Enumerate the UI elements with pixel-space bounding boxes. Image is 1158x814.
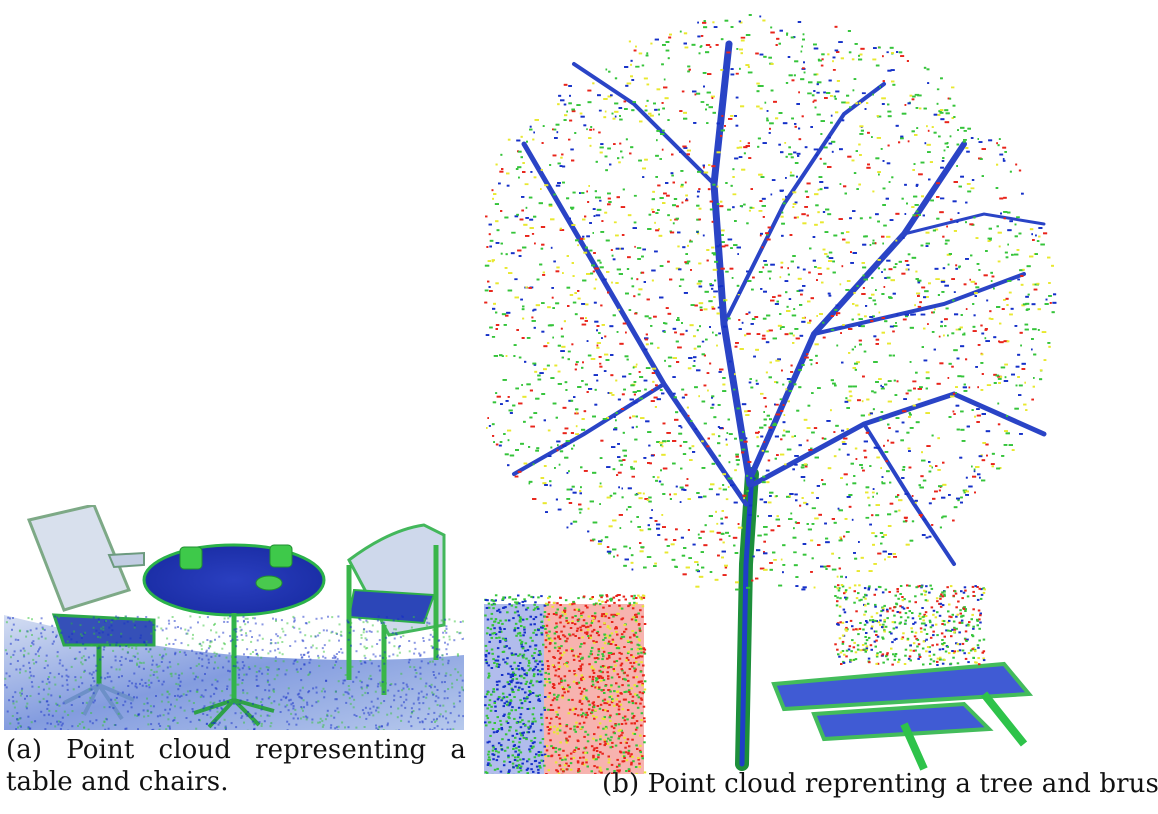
side-chair: [346, 523, 446, 695]
figure-b-tree-brushes-pointcloud: [484, 4, 1158, 774]
caption-b: (b) Point cloud reprenting a tree and br…: [602, 768, 1158, 800]
round-table: [142, 543, 326, 729]
caption-b-text: Point cloud reprenting a tree and brushe…: [647, 769, 1158, 799]
figure-a-table-chairs-pointcloud: [4, 505, 464, 730]
caption-a-text: Point cloud representing a table and cha…: [6, 735, 466, 797]
caption-b-label: (b): [602, 769, 640, 799]
tree-brushes-pointcloud-image: [484, 14, 1057, 774]
pointcloud-noise-b: [484, 14, 1057, 774]
table-chairs-pointcloud-image: [4, 505, 464, 730]
caption-a-label: (a): [6, 735, 43, 765]
tree-branches: [512, 40, 1047, 771]
pointcloud-noise-a: [4, 615, 464, 730]
benches: [771, 661, 1034, 771]
caption-a: (a) Point cloud representing a table and…: [6, 734, 466, 798]
